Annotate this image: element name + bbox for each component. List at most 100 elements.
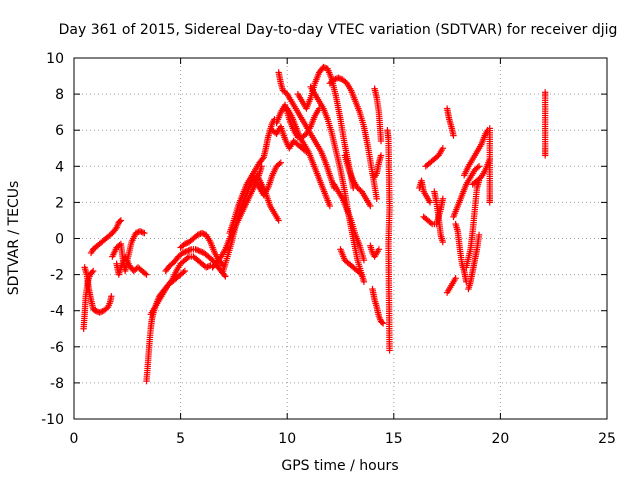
data-point <box>204 263 211 270</box>
data-point <box>439 238 447 246</box>
x-tick-label: 20 <box>491 431 509 447</box>
data-point <box>452 275 459 282</box>
data-point <box>195 247 202 254</box>
x-tick-label: 5 <box>176 431 185 447</box>
data-point <box>195 231 203 238</box>
data-point <box>180 268 187 276</box>
data-point <box>132 229 140 237</box>
x-tick-label: 25 <box>598 431 616 447</box>
data-point <box>202 264 210 271</box>
data-point <box>179 249 186 257</box>
data-point <box>96 309 103 316</box>
data-point <box>378 319 386 326</box>
data-point <box>143 271 150 278</box>
data-point <box>196 247 203 255</box>
data-point <box>321 64 329 71</box>
chart-grid <box>74 58 607 419</box>
y-tick-label: 4 <box>55 159 64 175</box>
y-tick-label: 8 <box>55 87 64 103</box>
data-point <box>138 228 145 236</box>
data-point <box>221 271 228 279</box>
data-point <box>474 164 481 171</box>
data-point <box>332 75 339 83</box>
x-tick-label: 0 <box>70 431 79 447</box>
chart-tick-labels: 0 5 10 15 20 25 -10 -8 -6 -4 -2 0 2 4 6 8 10 <box>41 51 616 447</box>
y-tick-label: 6 <box>55 123 64 139</box>
data-point <box>259 155 266 162</box>
data-point <box>181 240 189 248</box>
data-point <box>88 268 96 276</box>
plot-frame <box>73 57 608 420</box>
data-point <box>320 63 327 71</box>
data-point <box>222 273 229 280</box>
data-point <box>198 248 205 255</box>
y-tick-label: -10 <box>41 412 64 428</box>
data-point <box>141 270 149 277</box>
data-point <box>326 202 334 210</box>
y-tick-label: 10 <box>46 51 64 67</box>
data-point <box>426 199 434 206</box>
data-point <box>360 278 368 286</box>
data-point <box>486 199 493 206</box>
y-tick-label: 0 <box>55 232 64 248</box>
data-point <box>439 145 447 152</box>
data-point <box>439 195 447 202</box>
data-point <box>117 217 125 224</box>
data-point <box>427 219 434 227</box>
data-point <box>136 228 144 235</box>
data-point <box>373 195 380 202</box>
data-point <box>375 246 383 253</box>
data-point <box>183 240 190 247</box>
y-tick-label: 2 <box>55 195 64 211</box>
data-point <box>276 160 283 168</box>
data-point <box>360 256 368 264</box>
data-point <box>97 308 105 316</box>
y-tick-label: -4 <box>50 304 64 320</box>
data-point <box>180 249 188 256</box>
data-point <box>139 229 147 236</box>
data-point <box>541 152 549 159</box>
data-point <box>367 202 374 210</box>
data-point <box>377 137 385 145</box>
data-point <box>93 308 100 315</box>
data-point <box>89 267 97 275</box>
y-tick-label: -2 <box>50 268 64 284</box>
data-point <box>185 247 192 254</box>
chart-points <box>80 63 549 385</box>
data-point <box>335 74 342 82</box>
y-tick-label: -8 <box>50 376 64 392</box>
data-point <box>183 247 191 255</box>
data-point <box>277 159 285 166</box>
data-point <box>186 246 194 254</box>
data-point <box>181 267 189 275</box>
x-tick-label: 15 <box>385 431 403 447</box>
chart-title: Day 361 of 2015, Sidereal Day-to-day VTE… <box>59 22 618 38</box>
data-point <box>116 218 124 225</box>
data-point <box>275 217 282 224</box>
y-axis-label: SDTVAR / TECUs <box>6 181 22 296</box>
data-point <box>108 293 115 300</box>
data-point <box>192 246 199 253</box>
data-point <box>184 254 191 261</box>
x-tick-label: 10 <box>278 431 296 447</box>
data-point <box>200 230 207 237</box>
data-point <box>475 163 483 170</box>
x-axis-label: GPS time / hours <box>281 458 398 474</box>
data-point <box>386 347 393 354</box>
data-point <box>193 246 201 254</box>
y-tick-label: -6 <box>50 340 64 356</box>
data-point <box>357 270 364 277</box>
data-point <box>134 229 141 236</box>
data-point <box>450 132 457 139</box>
data-point <box>379 320 387 327</box>
data-point <box>475 231 483 239</box>
data-point <box>92 307 99 314</box>
data-point <box>377 152 385 159</box>
chart-ticks <box>73 57 608 420</box>
data-point <box>336 75 343 82</box>
data-point <box>330 76 338 83</box>
data-point <box>358 271 366 278</box>
data-point <box>198 229 206 237</box>
data-point <box>141 229 148 237</box>
